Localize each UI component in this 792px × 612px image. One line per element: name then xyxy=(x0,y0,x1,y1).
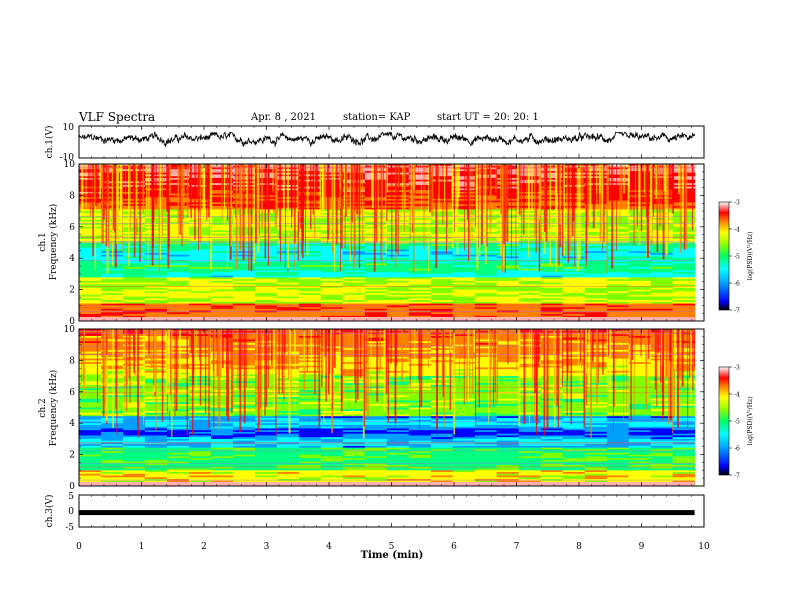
x-tick-label: 6 xyxy=(451,542,457,552)
ch1-waveform-panel: 10 -10 ch.1(V) xyxy=(44,123,705,163)
ch3-trace xyxy=(79,510,695,516)
ch3-ytick-mid: 0 xyxy=(68,507,74,517)
station-label: station= KAP xyxy=(343,112,411,123)
colorbar-tick-label: -3 xyxy=(734,200,740,207)
x-tick-label: 2 xyxy=(201,542,207,552)
ch3-ytick-top: 5 xyxy=(68,492,74,502)
freq-tick-label: 6 xyxy=(69,223,75,233)
ch1-ytick-top: 10 xyxy=(63,123,75,133)
ch1-spec-channel: ch.1 xyxy=(38,232,48,251)
date-label: Apr. 8 , 2021 xyxy=(251,112,317,123)
ch2-colorbar: -3 -4 -5 -6 -7 log(PSD)(V²/Hz) xyxy=(718,365,754,480)
freq-tick-label: 6 xyxy=(69,388,75,398)
start-time-label: start UT = 20: 20: 1 xyxy=(437,112,539,123)
colorbar-tick-label: -4 xyxy=(734,227,740,234)
colorbar-tick-label: -4 xyxy=(734,392,740,399)
ch1-colorbar: -3 -4 -5 -6 -7 log(PSD)(V²/Hz) xyxy=(718,200,754,315)
colorbar-tick-label: -5 xyxy=(734,254,740,261)
ch2-colorbar-label: log(PSD)(V²/Hz) xyxy=(747,397,754,446)
ch2-spectrogram-panel: ch.2 Frequency (kHz) 0 2 4 6 8 10 xyxy=(38,325,705,492)
freq-tick-label: 2 xyxy=(69,286,75,296)
x-tick-label: 4 xyxy=(326,542,332,552)
colorbar-tick-label: -7 xyxy=(734,308,740,315)
ch1-spectrogram-image xyxy=(79,164,696,322)
ch1-trace xyxy=(78,131,696,147)
ch3-ylabel: ch.3(V) xyxy=(44,495,55,528)
x-tick-label: 3 xyxy=(264,542,270,552)
x-tick-label: 10 xyxy=(698,542,710,552)
x-tick-label: 0 xyxy=(76,542,82,552)
x-tick-label: 5 xyxy=(389,542,395,552)
ch1-spectrogram-panel: ch.1 Frequency (kHz) 0 2 4 6 8 10 xyxy=(38,160,705,327)
x-tick-label: 7 xyxy=(514,542,520,552)
ch1-ylabel: ch.1(V) xyxy=(44,126,55,159)
x-axis: 0 1 2 3 4 5 6 7 8 9 10 xyxy=(76,126,710,552)
ch1-colorbar-label: log(PSD)(V²/Hz) xyxy=(747,232,754,281)
freq-tick-label: 10 xyxy=(64,325,76,335)
colorbar-tick-label: -3 xyxy=(734,365,740,372)
colorbar-tick-label: -6 xyxy=(734,446,740,453)
freq-tick-label: 8 xyxy=(69,191,75,201)
x-tick-label: 1 xyxy=(139,542,145,552)
ch1-spec-ylabel: Frequency (kHz) xyxy=(48,204,59,281)
colorbar-tick-label: -5 xyxy=(734,419,740,426)
x-axis-label: Time (min) xyxy=(361,550,424,561)
ch2-spec-ylabel: Frequency (kHz) xyxy=(48,370,59,447)
freq-tick-label: 4 xyxy=(69,254,75,264)
freq-tick-label: 8 xyxy=(69,356,75,366)
x-tick-label: 8 xyxy=(576,542,582,552)
ch2-spec-channel: ch.2 xyxy=(38,398,48,417)
chart-title: VLF Spectra xyxy=(79,110,156,124)
freq-tick-label: 2 xyxy=(69,451,75,461)
colorbar-tick-label: -7 xyxy=(734,473,740,480)
freq-tick-label: 0 xyxy=(69,317,75,327)
colorbar-tick-label: -6 xyxy=(734,281,740,288)
ch3-ytick-bottom: -5 xyxy=(65,523,74,533)
ch3-waveform-panel: 5 0 -5 ch.3(V) xyxy=(44,492,705,533)
freq-tick-label: 0 xyxy=(69,482,75,492)
ch1-ytick-bottom: -10 xyxy=(60,153,75,163)
x-tick-label: 9 xyxy=(639,542,645,552)
freq-tick-label: 10 xyxy=(64,160,76,170)
ch2-spectrogram-image xyxy=(79,329,696,487)
freq-tick-label: 4 xyxy=(69,419,75,429)
